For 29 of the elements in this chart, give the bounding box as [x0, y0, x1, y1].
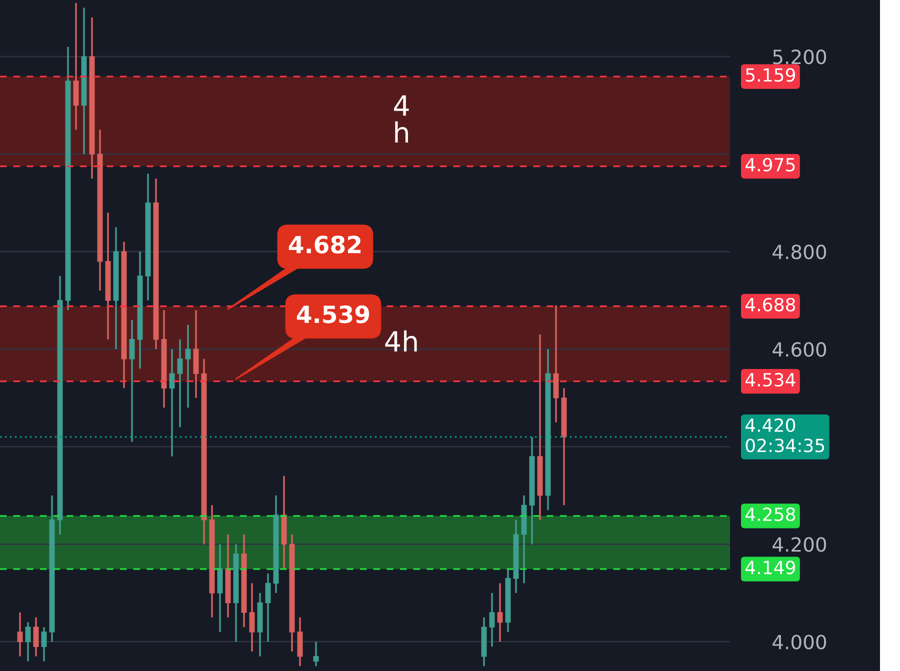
y-tick-label: 4.200: [772, 537, 826, 552]
candlestick: [41, 626, 47, 662]
candlestick: [497, 582, 503, 643]
candlestick: [17, 612, 23, 658]
candlestick: [25, 621, 31, 662]
annotation: 4.539: [296, 305, 370, 324]
y-tick-label: 4.000: [772, 634, 826, 650]
y-tick-label: 4.800: [772, 244, 826, 260]
ref-line-label: 4.149: [745, 560, 796, 574]
y-tick-label: 4.600: [772, 342, 826, 357]
ref-line-label: 4.258: [745, 508, 796, 522]
candlestick: [489, 592, 495, 648]
candlestick: [169, 348, 175, 458]
candlestick: [313, 640, 319, 667]
ref-line-label: 4.420 02:34:35: [745, 418, 824, 452]
y-tick-label: 5.200: [773, 50, 826, 64]
candlestick: [129, 319, 135, 443]
ref-line-label: 4.975: [745, 158, 795, 172]
ref-line-label: 4.688: [745, 298, 796, 312]
candlestick: [185, 324, 191, 409]
candlestick: [33, 616, 39, 658]
ref-line-label: 5.159: [746, 68, 796, 82]
candlestick: [265, 572, 271, 643]
candlestick: [249, 582, 255, 652]
band-label: 4h: [385, 330, 417, 352]
candlestick: [177, 338, 183, 428]
ref-line-label: 4.534: [745, 372, 796, 387]
annotation: 4.682: [288, 236, 361, 254]
band-label: 4 h: [394, 95, 409, 143]
